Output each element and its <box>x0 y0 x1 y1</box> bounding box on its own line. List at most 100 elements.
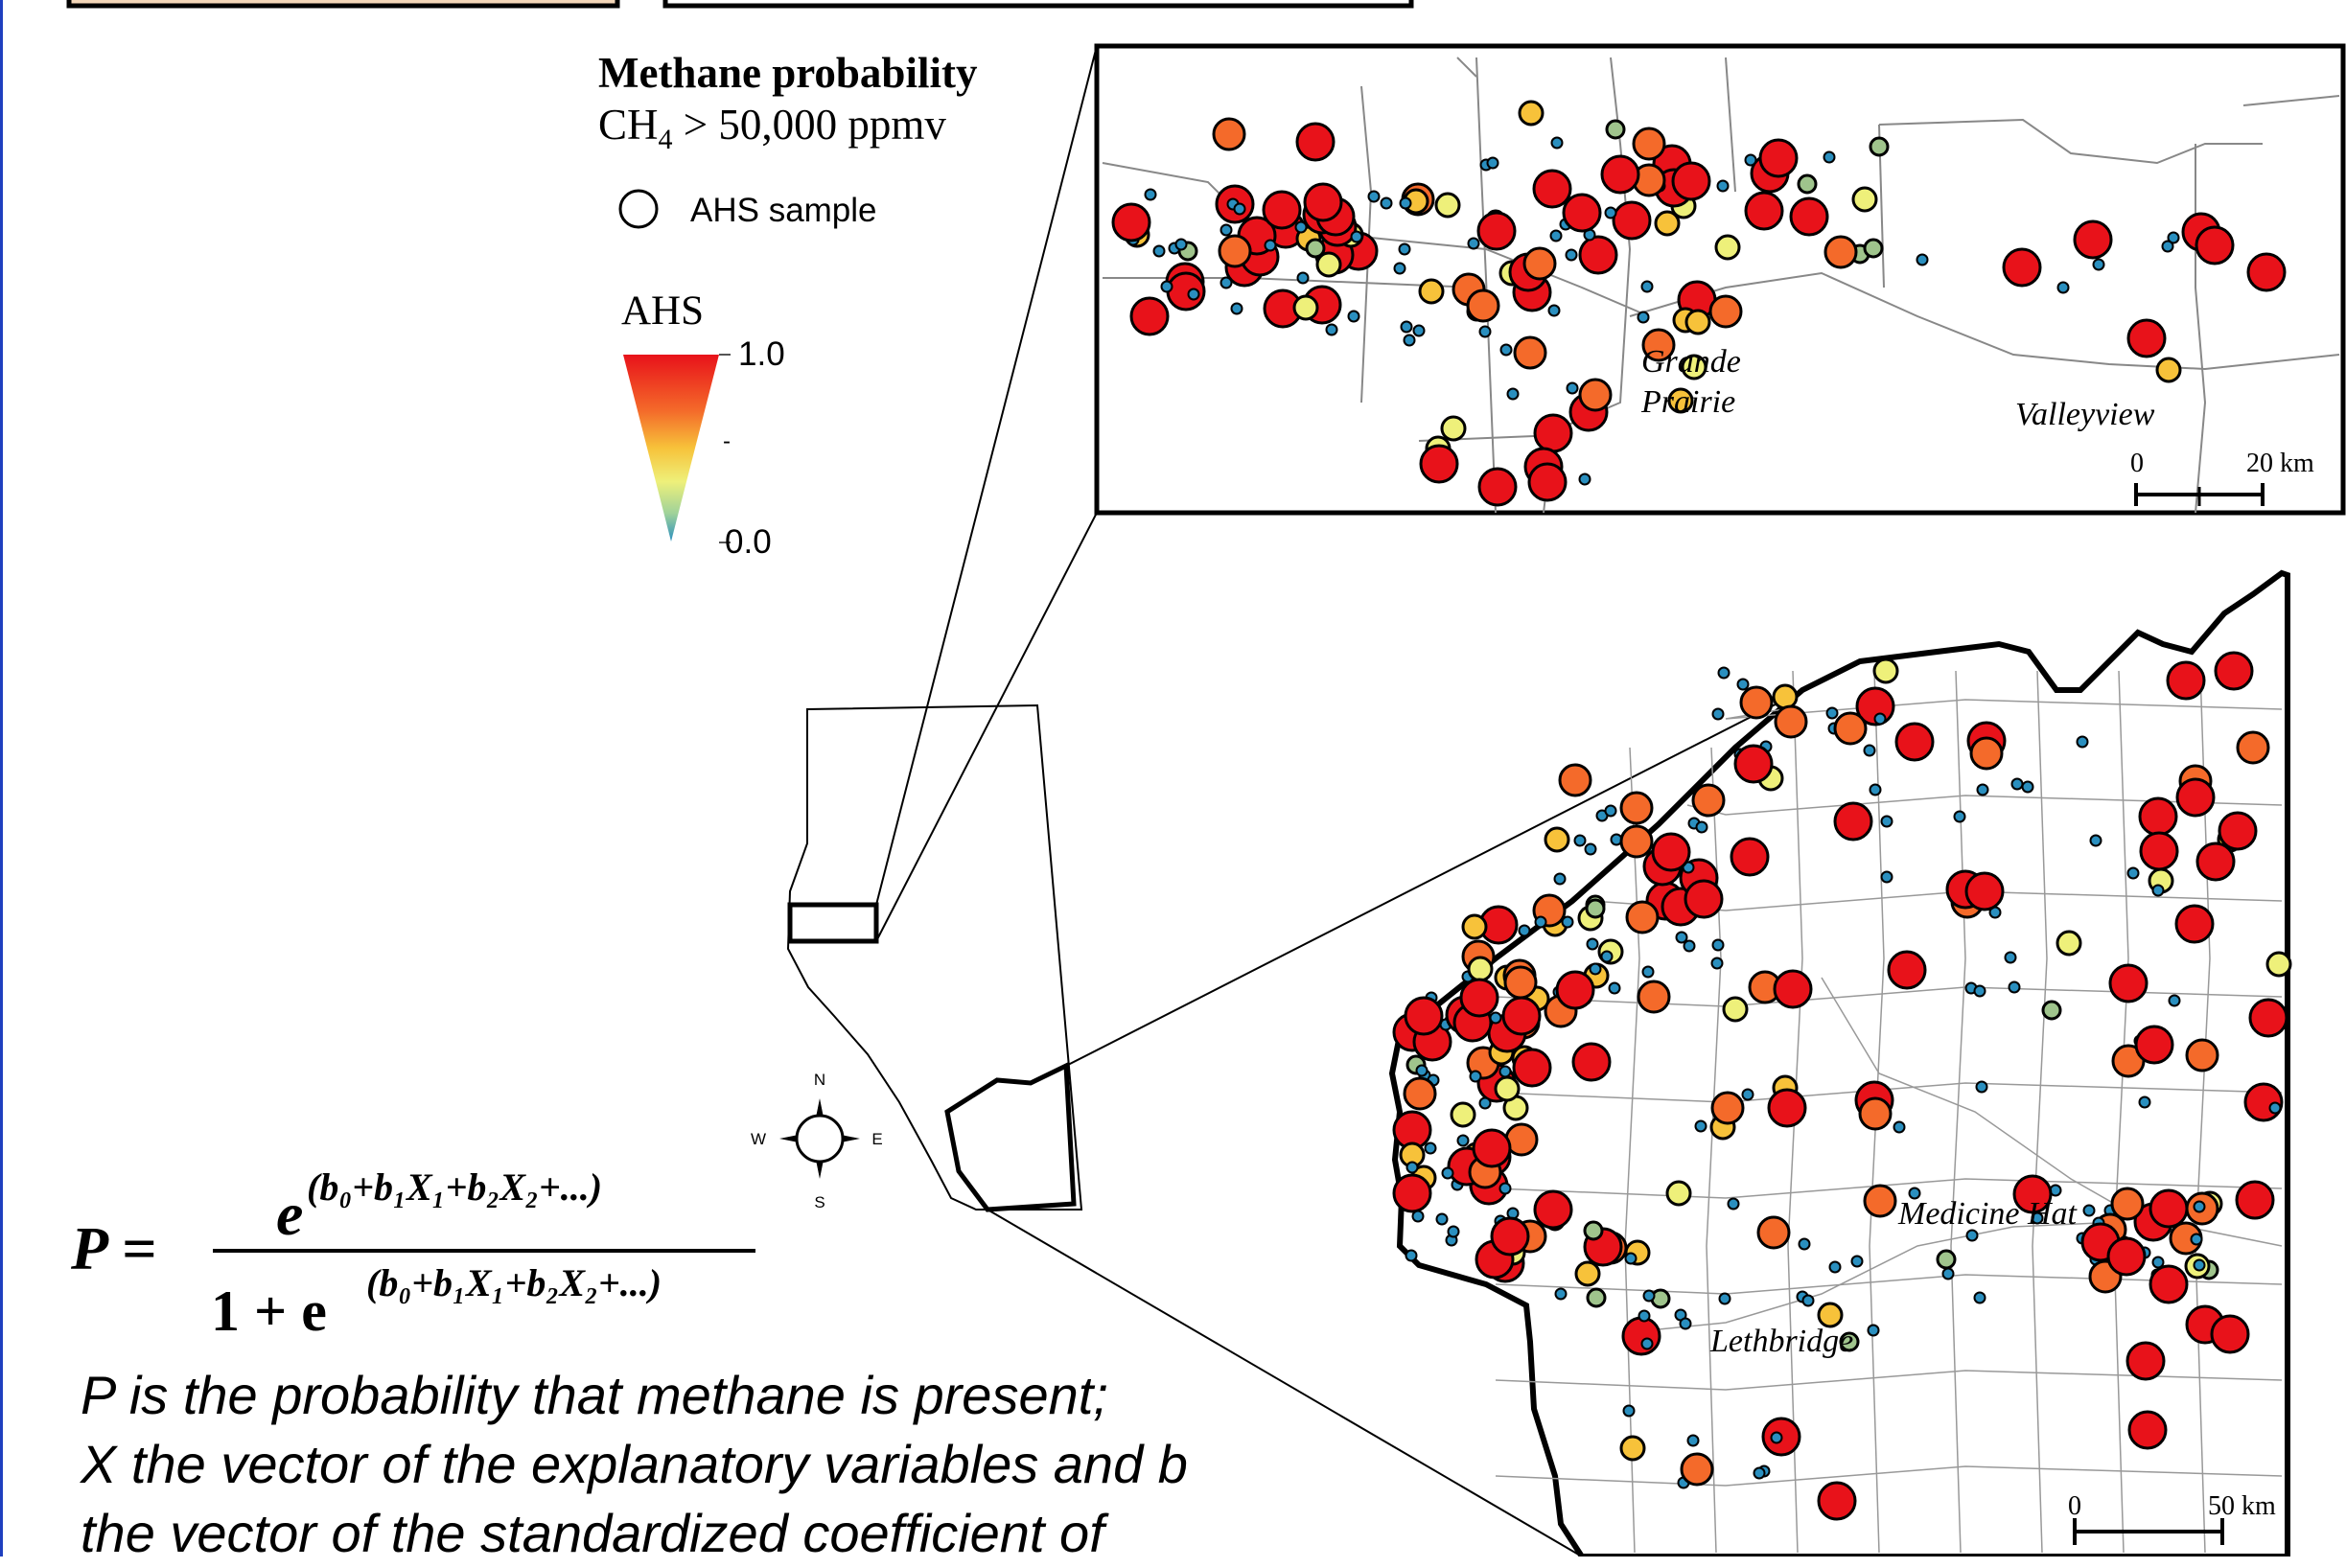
sample-point <box>1624 1252 1638 1265</box>
sample-point <box>1965 1229 1979 1242</box>
sample-point <box>1665 1180 1692 1207</box>
sample-point <box>1544 826 1570 853</box>
north-scale-zero: 0 <box>2130 449 2144 478</box>
sample-point <box>1399 196 1412 210</box>
sample-point <box>1717 666 1730 680</box>
sample-point <box>1447 1225 1460 1238</box>
sample-point <box>1710 1091 1745 1125</box>
sample-point <box>1833 711 1868 746</box>
sample-point <box>1533 1189 1573 1230</box>
sample-point <box>1367 190 1381 203</box>
sample-point <box>1404 996 1444 1036</box>
sample-point <box>1294 220 1308 234</box>
sample-point <box>1867 1324 1880 1337</box>
sample-point <box>2218 811 2258 851</box>
lethbridge-label: Lethbridge <box>1709 1324 1853 1359</box>
legend-title: Methane probability <box>598 49 978 97</box>
sample-point <box>1770 1431 1783 1444</box>
sample-point <box>2134 1025 2174 1065</box>
sample-point <box>1533 413 1573 453</box>
sample-point <box>1562 193 1602 233</box>
road-line <box>1725 57 1736 193</box>
sample-point <box>1392 1173 1432 1213</box>
sample-point <box>1817 1302 1844 1328</box>
road-line <box>1495 1082 2283 1103</box>
legend-subtitle-suffix: > 50,000 ppmv <box>672 101 946 149</box>
sample-point <box>1219 276 1233 289</box>
sample-point <box>1727 1197 1740 1211</box>
sample-point <box>1708 294 1743 329</box>
sample-point <box>1908 1187 1921 1200</box>
sample-point <box>1347 310 1360 323</box>
sample-point <box>2168 994 2181 1007</box>
south-scale-zero: 0 <box>2068 1491 2081 1521</box>
sample-point <box>1681 354 1707 380</box>
sample-point <box>2161 240 2174 253</box>
sample-point <box>1858 1096 1893 1131</box>
sample-point <box>1561 915 1574 929</box>
sample-point <box>1518 100 1545 127</box>
legend-ramp-title: AHS <box>621 288 705 334</box>
sample-point <box>1501 996 1542 1036</box>
compass-s-label: S <box>814 1193 825 1211</box>
sample-point <box>1973 984 1986 998</box>
sample-point <box>1772 683 1799 710</box>
road-line <box>2242 95 2340 106</box>
sample-point <box>1476 211 1517 251</box>
compass-w-label: W <box>751 1130 766 1148</box>
note-line-2: X the vector of the explanatory variable… <box>81 1434 1188 1494</box>
legend-sample-symbol <box>618 189 659 229</box>
sample-point <box>2149 1188 2189 1229</box>
sample-point <box>1405 1249 1418 1262</box>
sample-point <box>1710 957 1724 970</box>
south-inset-map: Medicine Hat Lethbridge 0 50 km <box>1388 569 2292 1556</box>
sample-point <box>1612 200 1652 241</box>
left-border-line <box>0 0 3 1556</box>
sample-point <box>1651 832 1691 872</box>
sample-point <box>1691 783 1726 818</box>
sample-point <box>2193 1200 2206 1213</box>
sample-point <box>1880 815 1893 828</box>
north-scale-end: 20 km <box>2246 449 2314 478</box>
sample-point <box>1400 320 1413 334</box>
sample-point <box>1111 202 1151 242</box>
sample-point <box>1518 924 1531 937</box>
sample-point <box>2004 951 2017 964</box>
legend-subtitle-subscript: 4 <box>658 124 673 155</box>
sample-point <box>1305 238 1326 259</box>
sample-point <box>1621 1316 1661 1356</box>
north-leader-line-top <box>875 45 1098 906</box>
sample-point <box>1839 1331 1860 1352</box>
sample-point <box>2041 1000 2062 1021</box>
sample-point <box>1686 1434 1700 1447</box>
sample-point <box>1578 473 1591 486</box>
sample-point <box>1574 1260 1601 1287</box>
sample-point <box>1694 1119 1707 1133</box>
road-line <box>1495 1274 2283 1295</box>
grande-prairie-label-2: Prairie <box>1640 384 1735 420</box>
sample-point <box>1554 1287 1568 1301</box>
sample-point <box>1850 1255 1864 1268</box>
sample-point <box>1605 119 1626 140</box>
sample-point <box>1863 1184 1897 1218</box>
south-scale-bar <box>2073 1518 2224 1545</box>
sample-point <box>2056 281 2070 294</box>
road-line <box>2032 670 2048 1554</box>
sample-point <box>2127 1410 2168 1450</box>
sample-point <box>1608 981 1621 995</box>
sample-point <box>2012 1174 2053 1214</box>
sample-point <box>2167 231 2180 244</box>
sample-point <box>1469 1070 1482 1083</box>
sample-point <box>2138 796 2178 837</box>
north-extent-box <box>787 902 879 944</box>
sample-point <box>2268 1101 2282 1115</box>
sample-point <box>1711 707 1725 721</box>
sample-point <box>1403 1076 1437 1111</box>
sample-point <box>1549 229 1563 242</box>
sample-point <box>1619 824 1654 859</box>
sample-point <box>1418 278 1445 305</box>
south-scale-end: 50 km <box>2208 1491 2276 1521</box>
sample-point <box>1753 1466 1766 1480</box>
legend-color-ramp <box>623 355 719 542</box>
